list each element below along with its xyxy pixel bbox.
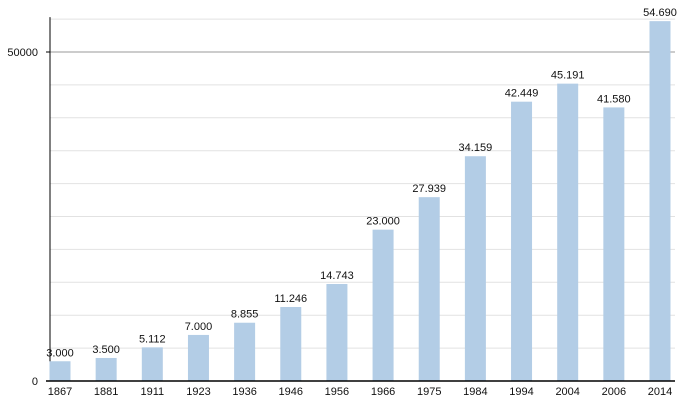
x-tick-label: 1966	[371, 386, 395, 398]
x-tick-label: 2014	[648, 386, 672, 398]
bar	[603, 107, 625, 382]
bar	[464, 156, 486, 381]
x-tick-label: 1946	[279, 386, 303, 398]
data-label: 34.159	[459, 142, 493, 154]
bar	[95, 357, 117, 381]
x-tick-label: 2006	[602, 386, 626, 398]
x-tick-label: 2004	[555, 386, 579, 398]
bar	[326, 283, 348, 381]
bar	[49, 361, 71, 381]
data-label: 45.191	[551, 70, 585, 82]
x-tick-label: 1881	[94, 386, 118, 398]
data-label: 8.855	[231, 309, 259, 321]
y-tick-label: 0	[32, 376, 38, 388]
bar	[557, 83, 579, 381]
y-tick-label: 50000	[7, 47, 38, 59]
data-label: 3.000	[46, 347, 74, 359]
data-label: 41.580	[597, 93, 631, 105]
x-tick-label: 1867	[48, 386, 72, 398]
x-tick-label: 1984	[463, 386, 487, 398]
data-label: 14.743	[320, 270, 354, 282]
bar	[141, 347, 163, 381]
data-label: 27.939	[412, 183, 446, 195]
data-label: 23.000	[366, 216, 400, 228]
x-tick-label: 1936	[232, 386, 256, 398]
data-label: 54.690	[643, 7, 677, 19]
x-tick-label: 1956	[325, 386, 349, 398]
x-tick-label: 1975	[417, 386, 441, 398]
data-label: 42.449	[505, 88, 539, 100]
data-label: 3.500	[92, 344, 120, 356]
bar	[418, 197, 440, 381]
x-tick-label: 1911	[140, 386, 164, 398]
bar	[280, 307, 302, 381]
x-tick-label: 1994	[509, 386, 533, 398]
bar	[187, 334, 209, 381]
x-tick-label: 1923	[186, 386, 210, 398]
data-label: 5.112	[139, 333, 166, 345]
bar	[649, 21, 671, 381]
data-label: 7.000	[185, 321, 213, 333]
bar	[372, 229, 394, 381]
bar	[511, 101, 533, 381]
bar	[234, 322, 256, 381]
data-label: 11.246	[274, 293, 307, 305]
